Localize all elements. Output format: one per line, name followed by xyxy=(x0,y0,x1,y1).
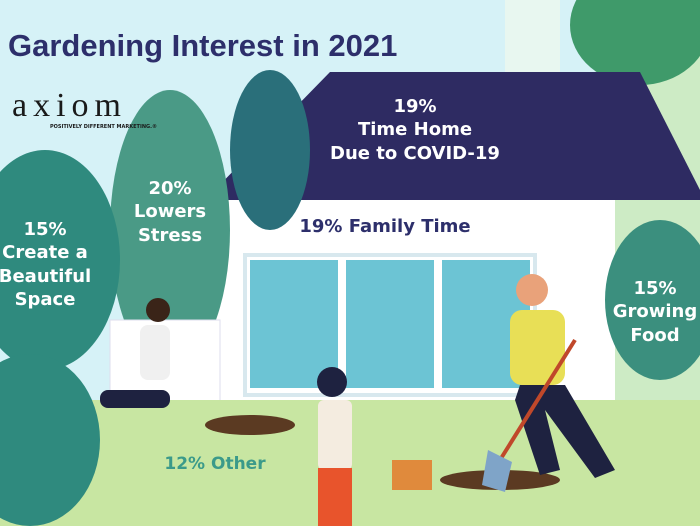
pct: 20% xyxy=(148,178,192,199)
bush-food xyxy=(605,220,700,380)
logo-word: axiom xyxy=(12,87,127,124)
label-growing-food: 15% Growing Food xyxy=(605,277,700,347)
pct: 19% xyxy=(393,96,437,117)
pct: 15% xyxy=(23,219,67,240)
line: Due to COVID-19 xyxy=(330,142,500,164)
pct: 15% xyxy=(633,278,677,299)
man-shirt xyxy=(510,310,565,385)
page-title: Gardening Interest in 2021 xyxy=(8,28,398,63)
woman-head xyxy=(146,298,170,322)
label-beautiful-space: 15% Create a Beautiful Space xyxy=(0,218,95,312)
child-shirt xyxy=(318,400,352,470)
line: Growing xyxy=(612,301,698,323)
axiom-logo: axiom POSITIVELY DIFFERENT MARKETING.® xyxy=(12,88,157,131)
line: Lowers xyxy=(133,201,207,223)
bush-stress xyxy=(110,90,230,370)
line: Food xyxy=(630,324,680,346)
logo-tagline: POSITIVELY DIFFERENT MARKETING.® xyxy=(50,124,158,130)
shovel-handle xyxy=(498,338,577,462)
label-family-time: 19% Family Time xyxy=(299,216,471,237)
bush-beautiful xyxy=(0,150,120,370)
label-lowers-stress: 20% Lowers Stress xyxy=(120,177,220,247)
tree-back xyxy=(230,70,310,230)
line: Space xyxy=(14,289,76,311)
line: Beautiful xyxy=(0,265,92,287)
line: Create a xyxy=(2,242,88,264)
line: Stress xyxy=(137,224,203,246)
woman-legs xyxy=(100,390,170,408)
man-pants xyxy=(515,385,615,478)
soil-mound xyxy=(205,415,295,435)
label-other: 12% Other xyxy=(164,454,266,474)
child-pants xyxy=(318,468,352,526)
child-head xyxy=(317,367,347,397)
line: Time Home xyxy=(357,119,473,141)
man-head xyxy=(516,274,548,306)
woman-body xyxy=(140,325,170,380)
roof xyxy=(205,72,700,200)
tree-top-right xyxy=(570,0,700,85)
label-time-home: 19% Time Home Due to COVID-19 xyxy=(300,95,530,165)
window-pane xyxy=(250,260,338,388)
window-pane xyxy=(346,260,434,388)
shovel-blade xyxy=(482,450,512,492)
seedling-crate xyxy=(392,460,432,490)
bush-left-front xyxy=(0,354,100,526)
